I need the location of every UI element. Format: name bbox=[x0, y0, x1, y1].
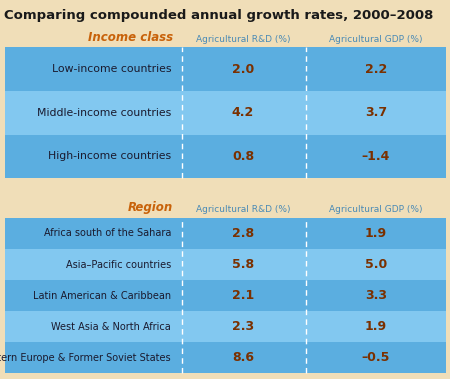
Text: Income class: Income class bbox=[88, 31, 173, 44]
Text: Latin American & Caribbean: Latin American & Caribbean bbox=[33, 291, 171, 301]
Text: Agricultural R&D (%): Agricultural R&D (%) bbox=[196, 205, 290, 214]
Text: 2.1: 2.1 bbox=[232, 289, 254, 302]
Text: 8.6: 8.6 bbox=[232, 351, 254, 364]
Text: 2.8: 2.8 bbox=[232, 227, 254, 240]
Bar bbox=[4, 91, 446, 135]
Text: 5.0: 5.0 bbox=[364, 258, 387, 271]
Text: Region: Region bbox=[128, 201, 173, 214]
Text: High-income countries: High-income countries bbox=[48, 151, 171, 161]
Text: Asia–Pacific countries: Asia–Pacific countries bbox=[66, 260, 171, 269]
Text: Agricultural GDP (%): Agricultural GDP (%) bbox=[329, 205, 423, 214]
Text: Agricultural GDP (%): Agricultural GDP (%) bbox=[329, 34, 423, 44]
Text: 5.8: 5.8 bbox=[232, 258, 254, 271]
Text: 3.7: 3.7 bbox=[364, 106, 387, 119]
Text: West Asia & North Africa: West Asia & North Africa bbox=[51, 322, 171, 332]
Text: 4.2: 4.2 bbox=[232, 106, 254, 119]
Text: Middle-income countries: Middle-income countries bbox=[37, 108, 171, 118]
Text: Agricultural R&D (%): Agricultural R&D (%) bbox=[196, 34, 290, 44]
Text: 1.9: 1.9 bbox=[364, 227, 387, 240]
Text: 2.0: 2.0 bbox=[232, 63, 254, 76]
Text: 2.2: 2.2 bbox=[364, 63, 387, 76]
Text: –1.4: –1.4 bbox=[361, 150, 390, 163]
Text: 1.9: 1.9 bbox=[364, 320, 387, 333]
Bar bbox=[4, 135, 446, 178]
Text: Africa south of the Sahara: Africa south of the Sahara bbox=[44, 229, 171, 238]
Bar bbox=[4, 342, 446, 373]
Text: Eastern Europe & Former Soviet States: Eastern Europe & Former Soviet States bbox=[0, 353, 171, 363]
Text: 3.3: 3.3 bbox=[365, 289, 387, 302]
Text: 2.3: 2.3 bbox=[232, 320, 254, 333]
Text: 0.8: 0.8 bbox=[232, 150, 254, 163]
Bar bbox=[4, 47, 446, 91]
Bar bbox=[4, 249, 446, 280]
Text: Comparing compounded annual growth rates, 2000–2008: Comparing compounded annual growth rates… bbox=[4, 9, 434, 22]
Bar bbox=[4, 311, 446, 342]
Text: Low-income countries: Low-income countries bbox=[51, 64, 171, 74]
Bar bbox=[4, 218, 446, 249]
Text: –0.5: –0.5 bbox=[361, 351, 390, 364]
Bar bbox=[4, 280, 446, 311]
